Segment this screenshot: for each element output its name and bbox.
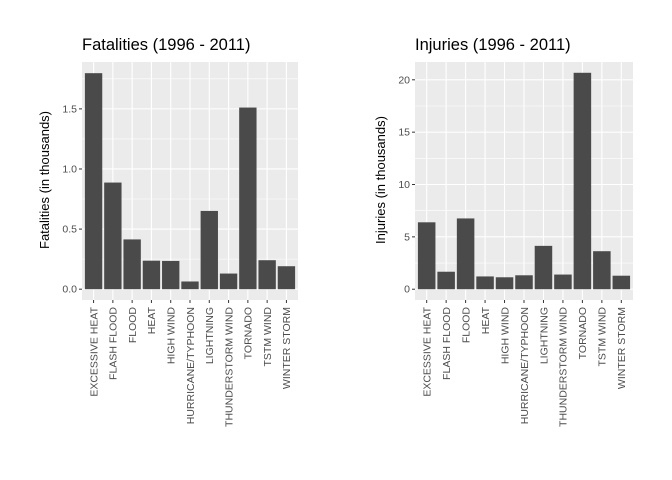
fatalities-bar-thunderstorm-wind	[219, 273, 238, 290]
fatalities-y-ticks: 0.0 0.5 1.0 1.5	[62, 103, 82, 296]
injuries-y-ticks: 0 5 10 15 20	[398, 74, 415, 296]
injuries-x-tick-label-hurricane-typhoon: HURRICANE/TYPHOON	[519, 307, 531, 424]
fatalities-x-tick-label-flood: FLOOD	[127, 307, 139, 344]
fatalities-x-tick-label-tstm-wind: TSTM WIND	[262, 307, 274, 367]
injuries-y-tick-label: 20	[398, 74, 410, 86]
fatalities-bar-winter-storm	[277, 266, 296, 290]
injuries-y-axis-label: Injuries (in thousands)	[373, 116, 388, 244]
injuries-bar-lightning	[534, 245, 553, 290]
fatalities-y-tick-label: 1.0	[62, 163, 77, 175]
injuries-bar-high-wind	[495, 277, 514, 290]
fatalities-bar-high-wind	[162, 260, 180, 290]
fatalities-bar-flood	[123, 239, 141, 290]
fatalities-bar-hurricane-typhoon	[181, 281, 199, 290]
injuries-x-tick-label-thunderstorm-wind: THUNDERSTORM WIND	[558, 307, 570, 427]
fatalities-x-ticks: EXCESSIVE HEAT FLASH FLOOD FLOOD HEAT HIGH W…	[88, 300, 293, 427]
injuries-y-tick-label: 0	[404, 284, 410, 296]
fatalities-chart-title: Fatalities (1996 - 2011)	[82, 36, 250, 54]
fatalities-bar-lightning	[200, 210, 218, 290]
fatalities-x-tick-label-winter-storm: WINTER STORM	[281, 307, 293, 389]
injuries-x-tick-label-flood: FLOOD	[460, 307, 472, 344]
injuries-bar-tornado	[573, 72, 592, 290]
injuries-bar-tstm-wind	[593, 251, 611, 290]
fatalities-x-tick-label-thunderstorm-wind: THUNDERSTORM WIND	[223, 307, 235, 427]
injuries-bar-flash-flood	[437, 271, 455, 290]
fatalities-bar-tstm-wind	[258, 260, 276, 290]
fatalities-y-tick-label: 1.5	[62, 103, 77, 115]
fatalities-x-tick-label-excessive-heat: EXCESSIVE HEAT	[88, 306, 100, 396]
fatalities-x-tick-label-tornado: TORNADO	[243, 307, 255, 359]
fatalities-bar-tornado	[239, 107, 257, 290]
fatalities-x-tick-label-hurricane-typhoon: HURRICANE/TYPHOON	[185, 307, 197, 424]
fatalities-bar-heat	[142, 260, 161, 290]
fatalities-bars	[84, 73, 296, 290]
injuries-bar-hurricane-typhoon	[515, 275, 533, 290]
injuries-x-tick-label-high-wind: HIGH WIND	[499, 307, 511, 365]
injuries-bars	[417, 72, 631, 290]
fatalities-x-tick-label-heat: HEAT	[146, 306, 158, 334]
injuries-y-tick-label: 5	[404, 231, 410, 243]
injuries-bar-flood	[456, 218, 475, 290]
fatalities-chart: Fatalities (1996 - 2011) Fatalities (in …	[37, 36, 298, 427]
injuries-bar-thunderstorm-wind	[554, 274, 572, 290]
injuries-y-tick-label: 10	[398, 179, 410, 191]
injuries-x-tick-label-flash-flood: FLASH FLOOD	[441, 307, 453, 380]
injuries-x-tick-label-excessive-heat: EXCESSIVE HEAT	[421, 306, 433, 396]
injuries-chart: Injuries (1996 - 2011) Injuries (in thou…	[373, 36, 633, 427]
injuries-bar-heat	[476, 276, 494, 290]
injuries-x-tick-label-heat: HEAT	[480, 306, 492, 334]
fatalities-x-tick-label-high-wind: HIGH WIND	[166, 307, 178, 365]
injuries-chart-title: Injuries (1996 - 2011)	[415, 36, 571, 54]
injuries-x-tick-label-tornado: TORNADO	[577, 307, 589, 359]
injuries-bar-excessive-heat	[417, 222, 436, 290]
fatalities-y-tick-label: 0.5	[62, 224, 77, 236]
injuries-y-tick-label: 15	[398, 127, 410, 139]
injuries-x-tick-label-winter-storm: WINTER STORM	[616, 307, 628, 389]
injuries-bar-winter-storm	[612, 275, 631, 290]
fatalities-x-tick-label-lightning: LIGHTNING	[204, 307, 216, 364]
injuries-x-tick-label-lightning: LIGHTNING	[538, 307, 550, 364]
fatalities-y-tick-label: 0.0	[62, 284, 77, 296]
injuries-x-tick-label-tstm-wind: TSTM WIND	[597, 307, 609, 367]
fatalities-bar-flash-flood	[104, 182, 122, 290]
injuries-x-ticks: EXCESSIVE HEAT FLASH FLOOD FLOOD HEAT HIGH W…	[421, 300, 628, 427]
fatalities-bar-excessive-heat	[84, 73, 103, 290]
fatalities-x-tick-label-flash-flood: FLASH FLOOD	[108, 307, 120, 380]
fatalities-y-axis-label: Fatalities (in thousands)	[37, 111, 52, 249]
